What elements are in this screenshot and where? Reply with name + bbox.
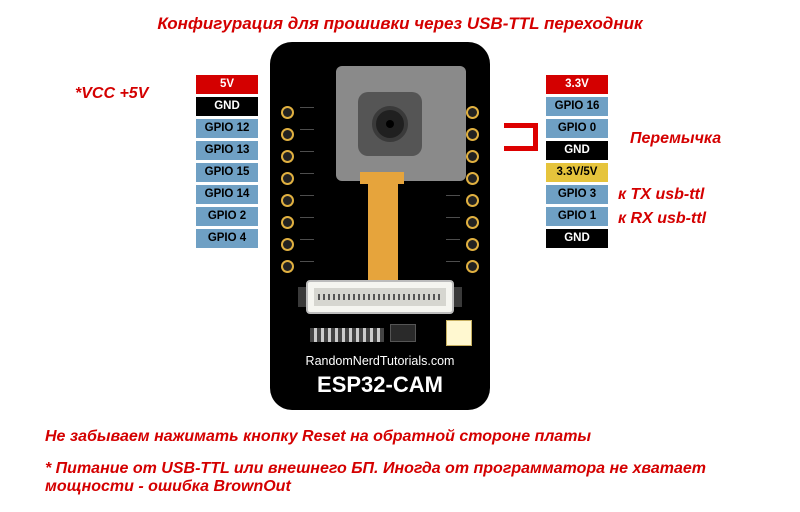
pin-hole <box>468 152 477 161</box>
jumper-bracket <box>504 123 538 151</box>
pin-label: GPIO 16 <box>546 97 608 116</box>
pin-label: GND <box>546 141 608 160</box>
pin-hole <box>468 130 477 139</box>
board-model-text: ESP32-CAM <box>270 372 490 398</box>
pin-label: GPIO 4 <box>196 229 258 248</box>
vcc-annotation: *VCC +5V <box>75 85 148 103</box>
pin-hole <box>283 108 292 117</box>
pin-label: GPIO 12 <box>196 119 258 138</box>
esp32-cam-board: RandomNerdTutorials.com ESP32-CAM <box>270 42 490 410</box>
flash-led <box>446 320 472 346</box>
lead-line-vcc <box>165 95 195 97</box>
jumper-annotation: Перемычка <box>630 130 721 148</box>
pin-label: 5V <box>196 75 258 94</box>
tx-annotation: к TX usb-ttl <box>618 186 704 204</box>
title-text: Конфигурация для прошивки через USB-TTL … <box>0 14 800 34</box>
pin-label: 3.3V/5V <box>546 163 608 182</box>
pin-label: GPIO 13 <box>196 141 258 160</box>
pin-hole <box>468 196 477 205</box>
pin-hole <box>283 130 292 139</box>
reset-note: Не забываем нажимать кнопку Reset на обр… <box>45 428 591 446</box>
rx-annotation: к RX usb-ttl <box>618 210 706 228</box>
pin-label: GPIO 1 <box>546 207 608 226</box>
smd-components <box>310 328 384 342</box>
pin-label: GPIO 14 <box>196 185 258 204</box>
ffc-connector-pins <box>318 294 442 300</box>
pin-hole <box>468 240 477 249</box>
pin-label: 3.3V <box>546 75 608 94</box>
board-brand-text: RandomNerdTutorials.com <box>270 354 490 368</box>
pin-label: GND <box>196 97 258 116</box>
smd-chip <box>390 324 416 342</box>
left-pin-column: 5V GND GPIO 12 GPIO 13 GPIO 15 GPIO 14 GPIO 2 G… <box>196 75 258 251</box>
pin-hole <box>468 218 477 227</box>
pin-hole <box>283 174 292 183</box>
pin-hole <box>283 218 292 227</box>
camera-aperture <box>386 120 394 128</box>
ribbon-cable <box>368 179 398 284</box>
pin-hole <box>468 262 477 271</box>
pin-label: GPIO 2 <box>196 207 258 226</box>
right-pin-column: 3.3V GPIO 16 GPIO 0 GND 3.3V/5V GPIO 3 GPIO 1 G… <box>546 75 608 251</box>
pin-hole <box>468 174 477 183</box>
pin-label: GPIO 0 <box>546 119 608 138</box>
pin-hole <box>283 240 292 249</box>
silk-left <box>300 107 314 277</box>
power-note: * Питание от USB-TTL или внешнего БП. Ин… <box>45 460 760 496</box>
pin-hole <box>283 196 292 205</box>
pin-hole <box>283 262 292 271</box>
pin-hole <box>283 152 292 161</box>
pin-label: GND <box>546 229 608 248</box>
pin-label: GPIO 3 <box>546 185 608 204</box>
pin-label: GPIO 15 <box>196 163 258 182</box>
pin-hole <box>468 108 477 117</box>
